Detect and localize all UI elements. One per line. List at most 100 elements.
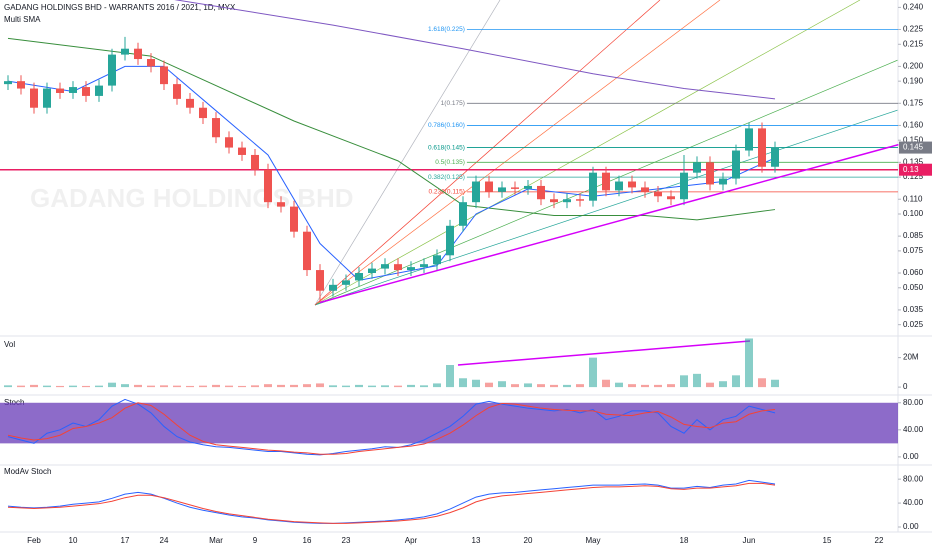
volume-bar xyxy=(498,381,506,388)
x-tick-label: 22 xyxy=(875,536,884,545)
volume-bar xyxy=(121,384,129,388)
y-tick-label: 0.085 xyxy=(903,231,924,240)
y-tick-label: 0.160 xyxy=(903,121,924,130)
candle-body xyxy=(95,85,103,96)
volume-bar xyxy=(394,385,402,388)
candle-body xyxy=(173,84,181,99)
candle-body xyxy=(498,187,506,192)
candle-body xyxy=(563,199,571,203)
x-tick-label: Jun xyxy=(743,536,756,545)
fan-line xyxy=(314,109,899,306)
y-tick-label: 0.075 xyxy=(903,246,924,255)
volume-bar xyxy=(550,384,558,388)
volume-bar xyxy=(303,384,311,388)
candle-body xyxy=(667,196,675,200)
y-tick-label: 0.125 xyxy=(903,172,924,181)
candle-body xyxy=(745,128,753,151)
candle-body xyxy=(69,87,77,93)
y-tick-label: 0.215 xyxy=(903,39,924,48)
volume-bar xyxy=(238,385,246,388)
x-tick-label: May xyxy=(585,536,600,545)
y-tick-label: 0.050 xyxy=(903,283,924,292)
panel-title: ModAv Stoch xyxy=(4,467,51,476)
candle-body xyxy=(420,264,428,268)
chart-title: GADANG HOLDINGS BHD - WARRANTS 2016 / 20… xyxy=(4,3,236,12)
candle-body xyxy=(186,98,194,108)
volume-bar xyxy=(433,383,441,388)
indicator-name: Multi SMA xyxy=(4,15,41,24)
volume-bar xyxy=(43,385,51,388)
candle-body xyxy=(758,128,766,167)
fan-line xyxy=(314,0,501,306)
candle-body xyxy=(316,270,324,291)
fib-label: 0.382(0.125) xyxy=(428,174,465,181)
volume-bar xyxy=(225,385,233,388)
x-tick-label: 17 xyxy=(121,536,130,545)
y-tick-label: 0 xyxy=(903,382,908,391)
volume-bar xyxy=(654,384,662,388)
candle-body xyxy=(602,172,610,191)
volume-bar xyxy=(160,385,168,388)
candle-body xyxy=(147,59,155,67)
y-tick-label: 0.110 xyxy=(903,194,923,203)
volume-bar xyxy=(680,375,688,388)
volume-bar xyxy=(4,385,12,388)
x-tick-label: 20 xyxy=(524,536,533,545)
volume-bar xyxy=(615,382,623,388)
candle-body xyxy=(680,172,688,200)
candle-body xyxy=(537,185,545,200)
y-tick-label: 0.225 xyxy=(903,25,924,34)
volume-bar xyxy=(69,385,77,388)
y-tick-label: 0.150 xyxy=(903,135,924,144)
watermark: GADANG HOLDINGS BHD xyxy=(30,183,354,213)
y-tick-label: 20M xyxy=(903,353,919,362)
y-tick-label: 0.175 xyxy=(903,98,924,107)
candle-body xyxy=(459,202,467,226)
fan-line xyxy=(314,0,661,306)
candle-body xyxy=(394,264,402,271)
fan-line xyxy=(314,0,861,306)
fib-label: 0.618(0.145) xyxy=(428,144,465,151)
candle-body xyxy=(407,267,415,271)
volume-bar xyxy=(108,382,116,388)
candle-body xyxy=(108,54,116,86)
candle-body xyxy=(693,162,701,173)
candle-body xyxy=(381,264,389,269)
volume-bar xyxy=(17,385,25,388)
volume-bar xyxy=(30,384,38,388)
x-tick-label: Apr xyxy=(405,536,418,545)
candle-body xyxy=(199,107,207,119)
candle-body xyxy=(56,88,64,93)
volume-bar xyxy=(524,383,532,388)
candle-body xyxy=(446,225,454,256)
candle-body xyxy=(550,199,558,203)
candle-body xyxy=(628,181,636,188)
y-tick-label: 0.060 xyxy=(903,268,924,277)
candle-body xyxy=(43,88,51,108)
y-tick-label: 0.00 xyxy=(903,522,919,531)
volume-bar xyxy=(264,384,272,388)
candle-body xyxy=(225,137,233,148)
price-label: 0.145 xyxy=(903,143,924,152)
candle-body xyxy=(4,81,12,85)
volume-bar xyxy=(381,385,389,388)
x-tick-label: Mar xyxy=(209,536,223,545)
fib-label: 1.618(0.225) xyxy=(428,26,465,33)
volume-bar xyxy=(329,385,337,388)
volume-bar xyxy=(316,383,324,388)
volume-bar xyxy=(706,382,714,388)
fan-line xyxy=(314,0,721,306)
candle-body xyxy=(134,48,142,60)
volume-bar xyxy=(589,357,597,388)
volume-bar xyxy=(186,385,194,388)
volume-bar xyxy=(628,384,636,388)
trendline xyxy=(319,143,899,304)
candle-body xyxy=(368,268,376,274)
candle-body xyxy=(732,150,740,179)
candle-body xyxy=(524,185,532,189)
candle-body xyxy=(329,284,337,291)
candle-body xyxy=(30,88,38,108)
price-label-box xyxy=(899,141,932,154)
candle-body xyxy=(290,206,298,232)
volume-bar xyxy=(134,384,142,388)
